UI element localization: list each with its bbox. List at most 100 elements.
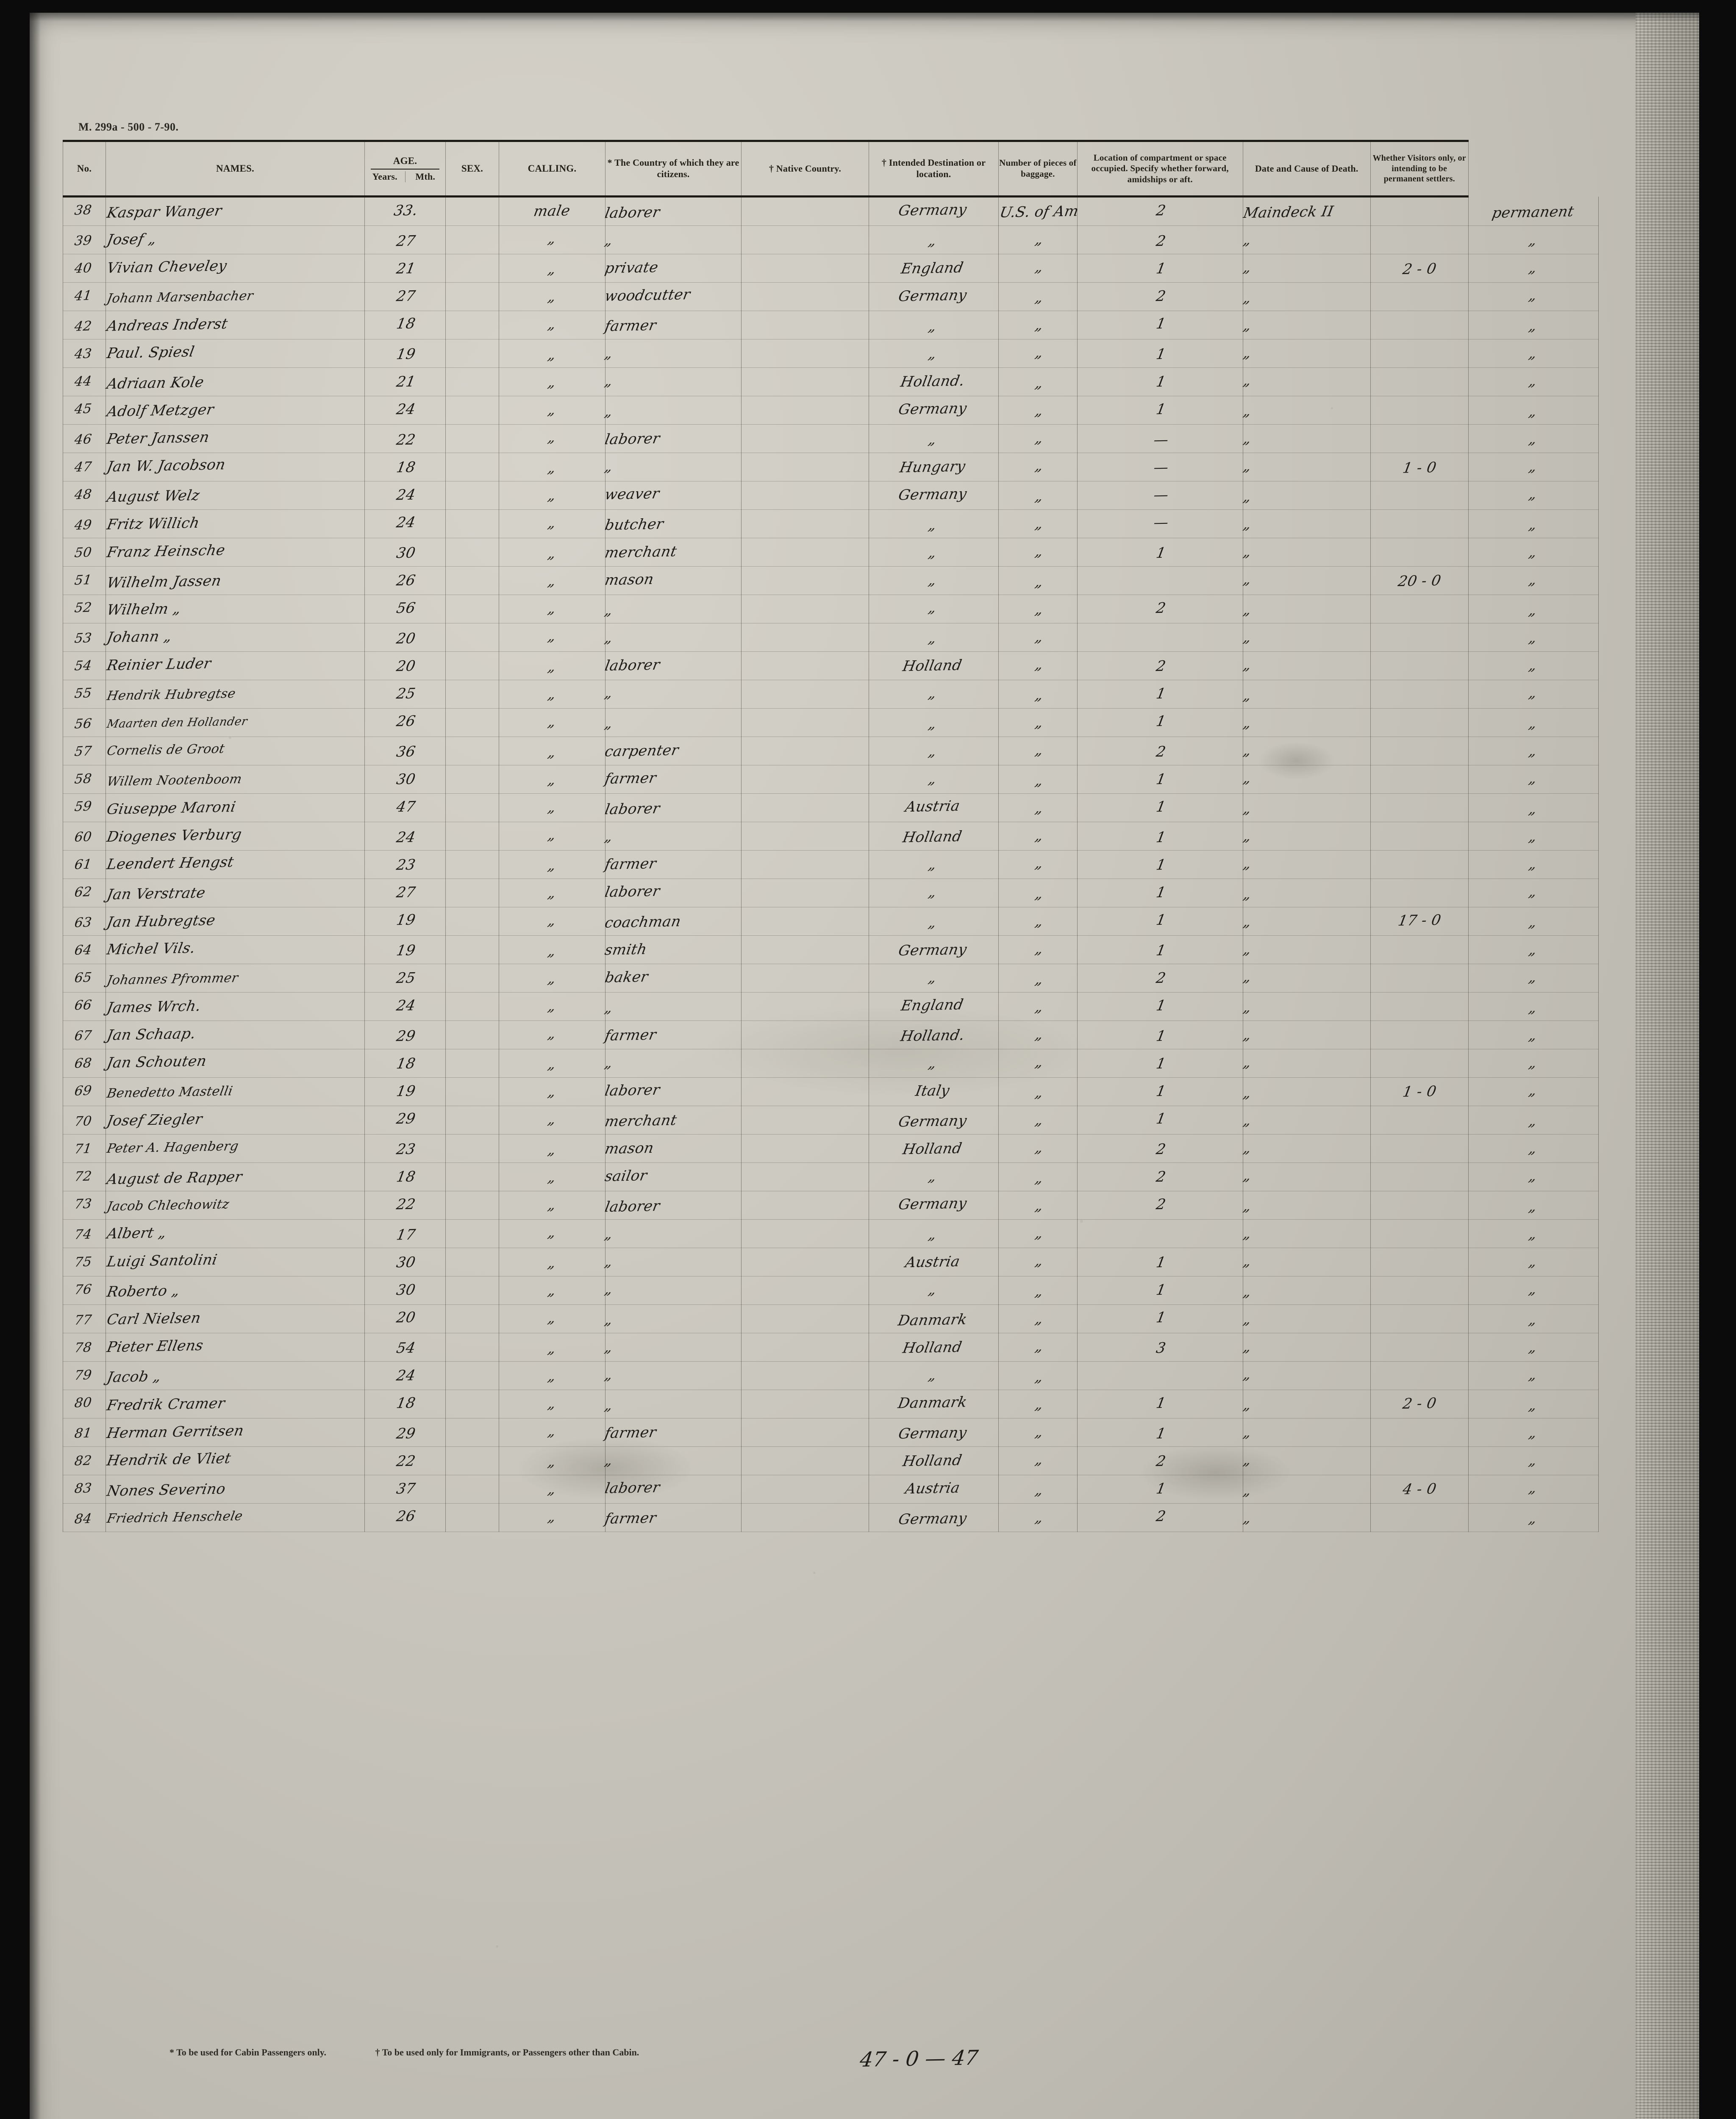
row-destination: „ <box>998 225 1078 254</box>
row-death <box>1370 737 1469 765</box>
row-citizens <box>741 254 869 283</box>
row-baggage: 1 <box>1077 1049 1243 1078</box>
row-no: 57 <box>63 737 106 765</box>
row-native-country: „ <box>869 879 999 907</box>
row-native-country: „ <box>869 1276 999 1305</box>
row-name: Wilhelm „ <box>106 595 365 623</box>
row-native-country: Holland <box>869 651 999 680</box>
col-header-native-country: † Native Country. <box>741 140 869 197</box>
row-age-years: 29 <box>364 1106 446 1135</box>
row-death <box>1370 282 1469 311</box>
row-age-years: 25 <box>364 964 446 993</box>
row-destination: „ <box>998 1077 1078 1106</box>
row-name: Josef Ziegler <box>106 1106 365 1135</box>
row-baggage: 2 <box>1077 964 1243 993</box>
row-age-months <box>445 1276 499 1305</box>
row-native-country: Holland <box>869 1446 999 1475</box>
row-death: 2 - 0 <box>1370 1390 1469 1418</box>
row-visitors: „ <box>1468 225 1599 254</box>
row-destination: „ <box>998 1219 1078 1248</box>
row-no: 39 <box>63 225 106 254</box>
row-calling: merchant <box>603 1106 742 1135</box>
row-name: Johannes Pfrommer <box>106 964 365 993</box>
row-location: „ <box>1242 424 1371 453</box>
row-native-country: „ <box>869 708 999 737</box>
row-calling: coachman <box>603 907 742 936</box>
row-citizens <box>741 1077 869 1106</box>
row-calling: laborer <box>603 1475 742 1504</box>
table-row: 64 Michel Vils. 19 „ smith Germany „ 1 „ „ <box>63 935 1599 964</box>
row-native-country: „ <box>869 538 999 567</box>
row-location: „ <box>1242 1390 1371 1418</box>
row-no: 43 <box>63 339 106 368</box>
row-location: „ <box>1242 1191 1371 1220</box>
row-calling: „ <box>603 1446 742 1475</box>
row-death <box>1370 509 1469 538</box>
row-calling: „ <box>603 367 742 396</box>
row-calling: farmer <box>603 850 742 879</box>
col-header-visitors: Whether Visitors only, or intending to b… <box>1370 140 1469 197</box>
row-visitors: „ <box>1468 1191 1599 1220</box>
row-age-months <box>445 509 499 538</box>
row-death <box>1370 1191 1469 1220</box>
row-sex: „ <box>499 509 606 538</box>
row-citizens <box>741 737 869 765</box>
row-citizens <box>741 1475 869 1504</box>
row-native-country: „ <box>869 1361 999 1390</box>
row-destination: „ <box>998 1361 1078 1390</box>
table-row: 68 Jan Schouten 18 „ „ „ „ 1 „ „ <box>63 1049 1599 1078</box>
row-age-years: 21 <box>364 367 446 396</box>
row-destination: „ <box>998 595 1078 623</box>
row-name: Jan Schouten <box>106 1049 365 1078</box>
row-sex: „ <box>499 453 606 481</box>
row-no: 71 <box>63 1134 106 1163</box>
row-destination: „ <box>998 1134 1078 1163</box>
row-name: Josef „ <box>106 225 365 254</box>
row-death <box>1370 1162 1469 1191</box>
row-visitors: „ <box>1468 481 1599 510</box>
row-visitors: „ <box>1468 1446 1599 1475</box>
row-native-country: „ <box>869 907 999 936</box>
row-death <box>1370 935 1469 964</box>
row-citizens <box>741 879 869 907</box>
row-calling: farmer <box>603 311 742 339</box>
row-calling: merchant <box>603 538 742 567</box>
row-age-years: 20 <box>364 1304 446 1333</box>
table-row: 63 Jan Hubregtse 19 „ coachman „ „ 1 „ 17 - 0 „ <box>63 907 1599 936</box>
row-age-years: 37 <box>364 1475 446 1504</box>
col-header-age: AGE. Years. Mth. <box>364 140 446 197</box>
row-age-months <box>445 1049 499 1078</box>
row-location: „ <box>1242 1049 1371 1078</box>
row-name: Jan Hubregtse <box>106 907 365 936</box>
row-destination: „ <box>998 1390 1078 1418</box>
row-sex: „ <box>499 623 606 652</box>
row-baggage: 2 <box>1077 196 1243 226</box>
row-visitors: „ <box>1468 282 1599 311</box>
row-no: 46 <box>63 424 106 453</box>
row-age-years: 30 <box>364 1248 446 1276</box>
row-destination: „ <box>998 1503 1078 1532</box>
row-citizens <box>741 566 869 595</box>
binding-edge <box>1636 13 1699 2119</box>
row-calling: „ <box>603 1304 742 1333</box>
row-baggage: 2 <box>1077 737 1243 765</box>
row-location: „ <box>1242 311 1371 339</box>
col-header-death: Date and Cause of Death. <box>1242 140 1371 197</box>
row-death <box>1370 765 1469 794</box>
row-destination: „ <box>998 708 1078 737</box>
row-calling: „ <box>603 623 742 652</box>
row-calling: smith <box>603 935 742 964</box>
row-baggage: 1 <box>1077 708 1243 737</box>
row-sex: „ <box>499 964 606 993</box>
row-destination: „ <box>998 282 1078 311</box>
row-visitors: „ <box>1468 992 1599 1021</box>
row-death <box>1370 964 1469 993</box>
row-location: Maindeck II <box>1242 196 1371 226</box>
col-header-citizens: * The Country of which they are citizens… <box>605 140 742 197</box>
table-row: 62 Jan Verstrate 27 „ laborer „ „ 1 „ „ <box>63 879 1599 907</box>
row-age-years: 47 <box>364 793 446 822</box>
row-native-country: „ <box>869 424 999 453</box>
row-calling: „ <box>603 1219 742 1248</box>
row-age-months <box>445 481 499 510</box>
row-name: Herman Gerritsen <box>106 1418 365 1447</box>
